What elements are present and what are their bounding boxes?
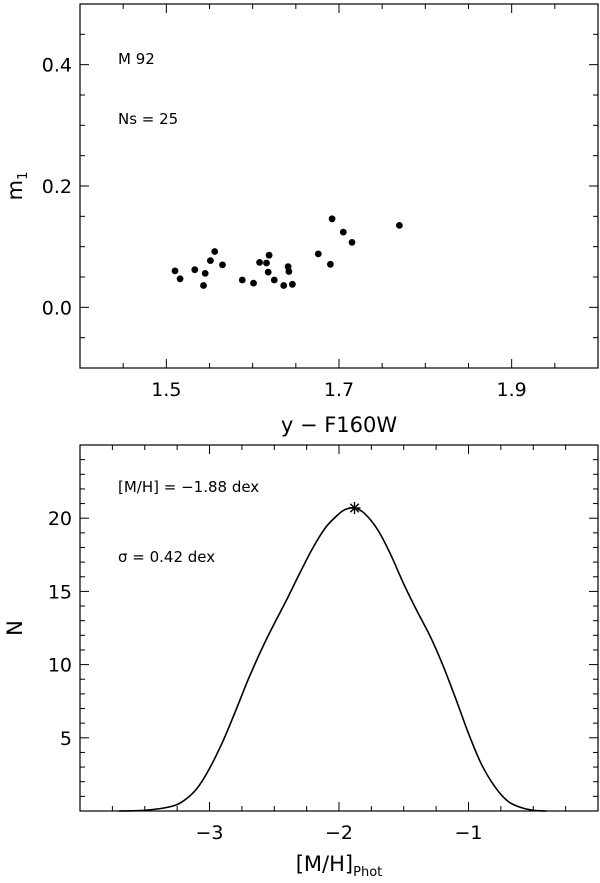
mean-metallicity-label: [M/H] = −1.88 dex xyxy=(118,478,259,496)
scatter-point xyxy=(256,259,263,266)
scatter-frame xyxy=(79,3,599,369)
scatter-point xyxy=(285,268,293,275)
scatter-point xyxy=(270,276,278,284)
scatter-point xyxy=(328,215,336,223)
scatter-point xyxy=(289,280,296,288)
star-count-label: Ns = 25 xyxy=(118,110,178,128)
scatter-point xyxy=(339,228,347,236)
scatter-points xyxy=(171,215,403,289)
scatter-point xyxy=(191,266,199,274)
0-x-tick-label: 1.9 xyxy=(497,379,527,401)
1-y-tick-label: 5 xyxy=(60,728,72,750)
0-x-tick-label: 1.5 xyxy=(151,379,181,401)
sigma-label: σ = 0.42 dex xyxy=(118,548,215,566)
1-y-tick-label: 15 xyxy=(48,581,72,603)
scatter-point xyxy=(200,282,207,289)
scatter-point xyxy=(219,261,226,269)
mdf-ticks: −3 −2 −1 5 10 15 20 xyxy=(48,445,598,844)
0-y-tick-label: 0.4 xyxy=(42,55,72,77)
mdf-x-axis-title: [M/H]Phot xyxy=(296,852,383,880)
scatter-x-axis-title: y − F160W xyxy=(281,413,398,437)
scatter-point xyxy=(211,248,219,255)
0-x-tick-label: 1.7 xyxy=(324,379,354,401)
scatter-y-axis-title: m1 xyxy=(3,172,31,201)
scatter-point xyxy=(280,282,288,289)
scatter-point xyxy=(250,279,257,287)
scatter-panel: 1.5 1.7 1.9 0.0 0.2 0.4 M 92 Ns = 25 y − F160… xyxy=(3,3,599,437)
1-x-tick-label: −2 xyxy=(325,822,353,844)
scatter-point xyxy=(327,260,334,268)
mdf-y-axis-title: N xyxy=(3,620,27,636)
scatter-point xyxy=(201,270,209,277)
scatter-point xyxy=(171,267,179,275)
scatter-point xyxy=(176,275,184,283)
1-x-tick-label: −3 xyxy=(195,822,223,844)
peak-marker xyxy=(348,502,361,514)
1-y-tick-label: 20 xyxy=(48,508,72,530)
mdf-frame xyxy=(79,444,599,812)
0-y-tick-label: 0.0 xyxy=(42,297,72,319)
scatter-point xyxy=(264,268,272,276)
scatter-point xyxy=(396,222,403,229)
cluster-label: M 92 xyxy=(118,50,155,68)
0-y-tick-label: 0.2 xyxy=(42,176,72,198)
scatter-point xyxy=(265,251,273,259)
scatter-point xyxy=(314,250,322,258)
scatter-point xyxy=(238,276,246,284)
mdf-panel: −3 −2 −1 5 10 15 20 [M/H] = −1.88 dex σ = 0.42… xyxy=(3,444,599,880)
scatter-ticks: 1.5 1.7 1.9 0.0 0.2 0.4 xyxy=(42,4,598,401)
scatter-point xyxy=(348,239,356,246)
scatter-point xyxy=(207,257,214,264)
mdf-curve xyxy=(118,506,547,812)
scatter-point xyxy=(263,259,270,267)
1-y-tick-label: 10 xyxy=(48,655,72,677)
1-x-tick-label: −1 xyxy=(454,822,482,844)
peak-marker-stroke xyxy=(349,503,360,513)
